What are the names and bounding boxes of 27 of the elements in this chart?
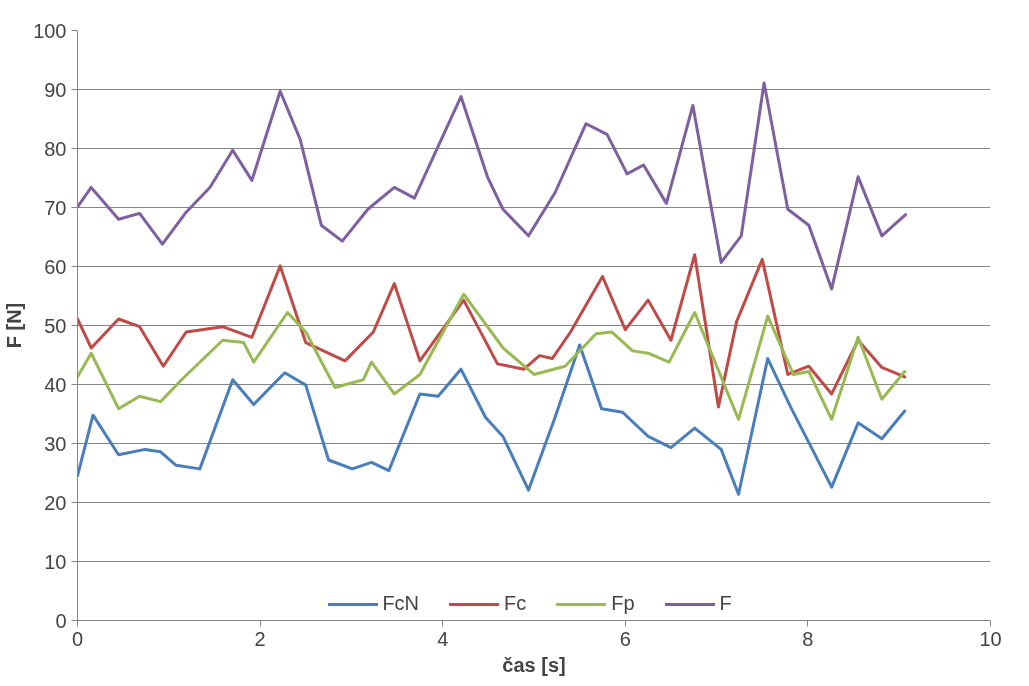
line-series: [77, 253, 907, 409]
y-tick-label: 50: [44, 314, 67, 337]
x-tick-label: 4: [437, 627, 449, 650]
y-tick-label: 80: [44, 137, 67, 160]
y-tick-label: 70: [44, 196, 67, 219]
x-tick-label: 8: [802, 627, 814, 650]
x-tick-label: 6: [619, 627, 631, 650]
x-tick-label: 0: [71, 627, 84, 650]
legend-label: Fc: [504, 592, 527, 615]
y-tick-label: 90: [44, 78, 67, 101]
x-axis-title: čas [s]: [502, 653, 566, 676]
line-series: [77, 343, 907, 496]
y-tick-label: 0: [55, 609, 67, 632]
y-tick-label: 20: [44, 491, 67, 514]
y-tick-label: 100: [33, 19, 67, 42]
y-tick-label: 60: [44, 255, 67, 278]
legend-label: FcN: [382, 592, 420, 615]
y-tick-label: 30: [44, 432, 67, 455]
x-tick-label: 2: [254, 627, 266, 650]
line-series: [77, 81, 908, 291]
y-tick-label: 40: [44, 373, 67, 396]
x-tick-label: 10: [979, 627, 1002, 650]
y-tick-label: 10: [44, 550, 67, 573]
legend-label: Fp: [611, 592, 635, 615]
line-series: [77, 292, 907, 421]
legend-label: F: [719, 592, 733, 615]
y-axis-title: F [N]: [3, 302, 26, 349]
